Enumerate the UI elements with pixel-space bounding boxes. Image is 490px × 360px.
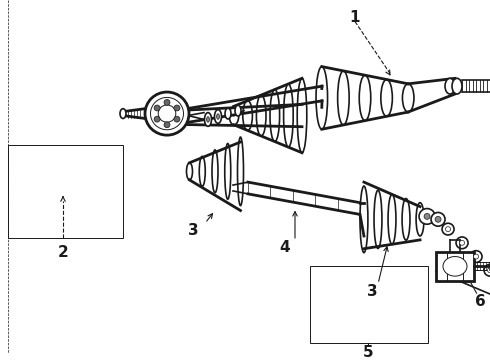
Ellipse shape: [120, 109, 126, 118]
Ellipse shape: [174, 105, 180, 111]
Ellipse shape: [473, 254, 479, 259]
Ellipse shape: [456, 237, 468, 249]
Ellipse shape: [419, 208, 435, 224]
Ellipse shape: [442, 223, 454, 235]
Ellipse shape: [338, 71, 349, 125]
Ellipse shape: [199, 156, 205, 186]
Ellipse shape: [215, 110, 221, 123]
Ellipse shape: [217, 114, 220, 119]
Text: 3: 3: [367, 284, 377, 299]
Ellipse shape: [187, 163, 193, 180]
Text: 4: 4: [280, 240, 290, 255]
Ellipse shape: [145, 92, 189, 135]
Text: 6: 6: [475, 294, 486, 309]
Ellipse shape: [488, 268, 490, 273]
Ellipse shape: [256, 95, 266, 136]
Ellipse shape: [238, 137, 244, 206]
Ellipse shape: [416, 203, 424, 236]
Ellipse shape: [470, 251, 482, 262]
Ellipse shape: [402, 198, 410, 240]
Ellipse shape: [204, 113, 212, 126]
Ellipse shape: [164, 99, 170, 105]
Ellipse shape: [225, 108, 231, 119]
Ellipse shape: [460, 240, 465, 245]
Text: 2: 2: [58, 245, 69, 260]
Ellipse shape: [297, 78, 307, 153]
Ellipse shape: [484, 264, 490, 276]
Ellipse shape: [164, 122, 170, 128]
Text: 3: 3: [188, 222, 198, 238]
Ellipse shape: [284, 84, 293, 147]
Ellipse shape: [445, 227, 450, 231]
Ellipse shape: [270, 90, 280, 141]
Text: 5: 5: [363, 345, 373, 360]
Ellipse shape: [225, 144, 231, 199]
Ellipse shape: [174, 116, 180, 122]
Ellipse shape: [316, 67, 327, 129]
Ellipse shape: [374, 190, 382, 248]
Ellipse shape: [229, 106, 239, 125]
Ellipse shape: [154, 105, 160, 111]
Bar: [310, 266, 428, 343]
Bar: [436, 252, 474, 281]
Ellipse shape: [360, 186, 368, 253]
Ellipse shape: [359, 75, 371, 121]
Ellipse shape: [435, 216, 441, 222]
Ellipse shape: [402, 84, 414, 112]
Ellipse shape: [158, 105, 176, 122]
Ellipse shape: [212, 150, 218, 193]
Ellipse shape: [443, 257, 467, 276]
Ellipse shape: [388, 194, 396, 244]
Ellipse shape: [431, 212, 445, 226]
Ellipse shape: [154, 116, 160, 122]
Ellipse shape: [243, 101, 252, 130]
Bar: [8, 145, 123, 238]
Text: 1: 1: [350, 10, 360, 25]
Ellipse shape: [452, 78, 462, 94]
Ellipse shape: [445, 78, 455, 94]
Ellipse shape: [150, 98, 183, 130]
Ellipse shape: [424, 213, 430, 219]
Ellipse shape: [207, 117, 209, 122]
Ellipse shape: [381, 80, 392, 116]
Ellipse shape: [235, 105, 241, 116]
